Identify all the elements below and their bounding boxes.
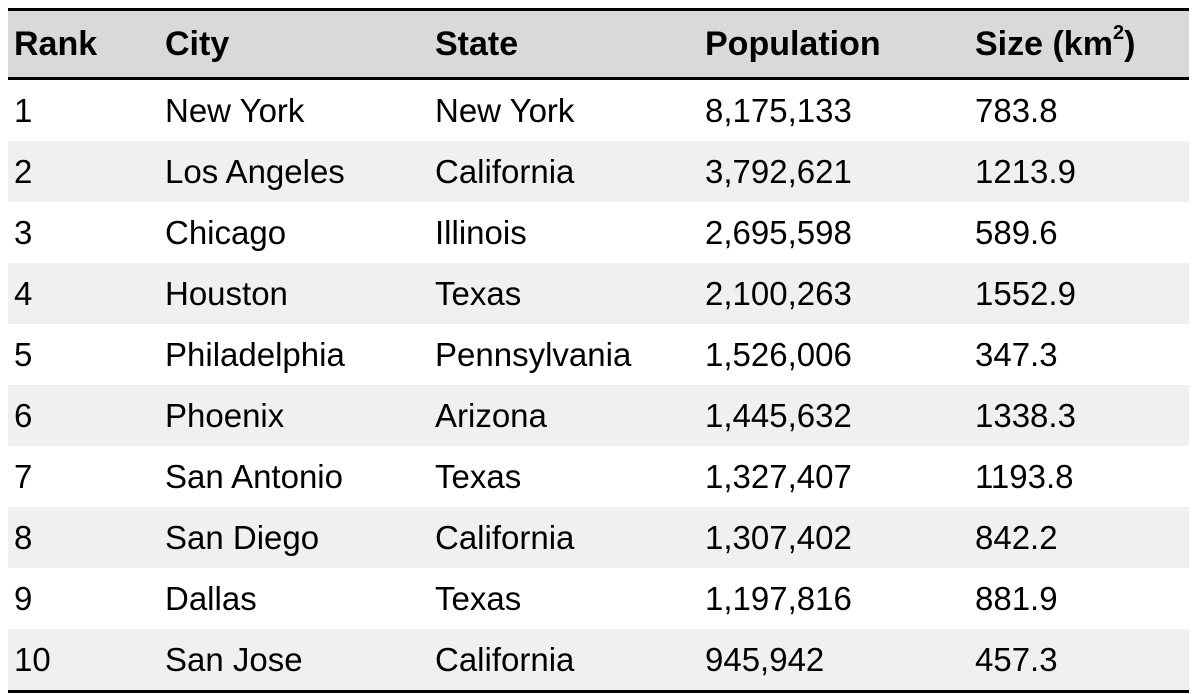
cell-size: 589.6: [975, 213, 1058, 251]
cell-state: Illinois: [435, 213, 527, 251]
header-size-superscript: 2: [1112, 21, 1125, 44]
cell-population: 1,526,006: [705, 335, 852, 373]
cell-city: New York: [165, 91, 305, 129]
cell-city: San Antonio: [165, 457, 343, 495]
cell-city: San Jose: [165, 640, 303, 678]
cell-size: 881.9: [975, 579, 1058, 617]
table-row: 1 New York New York 8,175,133 783.8: [8, 78, 1189, 141]
header-size-suffix: ): [1124, 24, 1136, 63]
cell-state: California: [435, 640, 575, 678]
cell-population: 8,175,133: [705, 91, 852, 129]
cell-state: Texas: [435, 457, 522, 495]
cell-population: 2,100,263: [705, 274, 852, 312]
table-row: 7 San Antonio Texas 1,327,407 1193.8: [8, 446, 1189, 507]
cell-size: 457.3: [975, 640, 1058, 678]
cell-population: 2,695,598: [705, 213, 852, 251]
table-row: 2 Los Angeles California 3,792,621 1213.9: [8, 141, 1189, 202]
table-row: 10 San Jose California 945,942 457.3: [8, 629, 1189, 692]
cell-size: 842.2: [975, 518, 1058, 556]
cell-city: San Diego: [165, 518, 320, 556]
cell-population: 3,792,621: [705, 152, 852, 190]
cell-state: Arizona: [435, 396, 547, 434]
table-row: 6 Phoenix Arizona 1,445,632 1338.3: [8, 385, 1189, 446]
cell-rank: 10: [14, 640, 51, 678]
cell-rank: 1: [14, 91, 33, 129]
table-row: 8 San Diego California 1,307,402 842.2: [8, 507, 1189, 568]
cell-size: 1552.9: [975, 274, 1076, 312]
table-row: 4 Houston Texas 2,100,263 1552.9: [8, 263, 1189, 324]
table-row: 9 Dallas Texas 1,197,816 881.9: [8, 568, 1189, 629]
cell-rank: 3: [14, 213, 33, 251]
cell-size: 783.8: [975, 91, 1058, 129]
cell-rank: 8: [14, 518, 33, 556]
cell-rank: 6: [14, 396, 33, 434]
cell-state: Texas: [435, 579, 522, 617]
cell-state: California: [435, 152, 575, 190]
cell-rank: 5: [14, 335, 33, 373]
cell-population: 1,445,632: [705, 396, 852, 434]
table-header: Rank City State Population Size (km2): [8, 9, 1189, 79]
cell-state: California: [435, 518, 575, 556]
header-state: State: [435, 24, 519, 63]
cell-population: 1,307,402: [705, 518, 852, 556]
header-size-prefix: Size (km: [975, 24, 1113, 63]
cell-city: Chicago: [165, 213, 287, 251]
cell-rank: 7: [14, 457, 33, 495]
header-rank: Rank: [14, 24, 98, 63]
table-body: 1 New York New York 8,175,133 783.8 2 Los Ange…: [8, 78, 1189, 692]
cell-rank: 4: [14, 274, 33, 312]
cell-rank: 9: [14, 579, 33, 617]
cell-state: Texas: [435, 274, 522, 312]
header-row: Rank City State Population Size (km2): [8, 9, 1189, 79]
cell-size: 1193.8: [975, 457, 1074, 495]
cell-city: Dallas: [165, 579, 257, 617]
cell-city: Phoenix: [165, 396, 285, 434]
cell-population: 1,197,816: [705, 579, 852, 617]
cell-state: New York: [435, 91, 575, 129]
cell-population: 945,942: [705, 640, 825, 678]
cell-rank: 2: [14, 152, 33, 190]
cell-city: Houston: [165, 274, 288, 312]
table-row: 5 Philadelphia Pennsylvania 1,526,006 347.3: [8, 324, 1189, 385]
header-size: Size (km2): [969, 10, 1189, 79]
cell-city: Los Angeles: [165, 152, 345, 190]
cell-size: 347.3: [975, 335, 1058, 373]
header-population: Population: [705, 24, 881, 63]
header-city: City: [165, 24, 230, 63]
cell-size: 1338.3: [975, 396, 1076, 434]
cell-population: 1,327,407: [705, 457, 852, 495]
cell-state: Pennsylvania: [435, 335, 632, 373]
table-row: 3 Chicago Illinois 2,695,598 589.6: [8, 202, 1189, 263]
cell-city: Philadelphia: [165, 335, 345, 373]
cell-size: 1213.9: [975, 152, 1076, 190]
